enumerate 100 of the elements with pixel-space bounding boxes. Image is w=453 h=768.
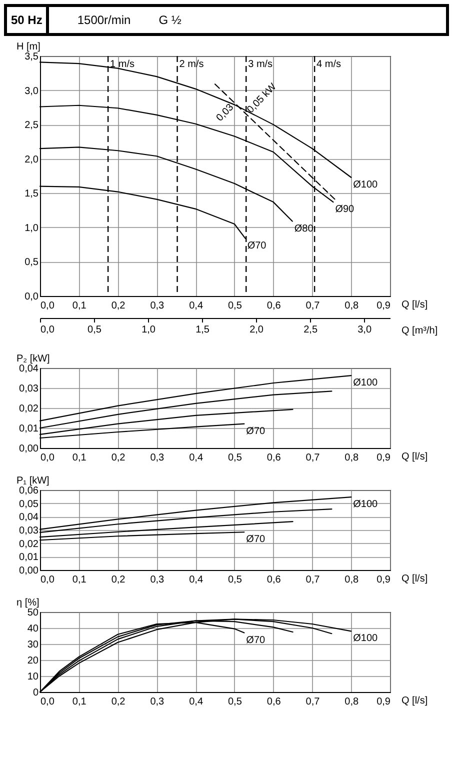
x-tick-label: 0,1 [72,452,87,464]
y-tick-label: 0,01 [19,424,39,434]
y-tick-label: 20 [27,656,39,666]
y-tick-label: 10 [27,672,39,682]
y-axis-title: P₂ [kW] [16,354,50,364]
x-tick-label: 0,0 [40,574,55,586]
x-tick-label: 0,2 [111,696,126,708]
x2-tick-label: 3,0 [358,324,372,336]
x-tick-label: 0,8 [344,696,359,708]
y-tick-label: 2,5 [24,120,39,132]
series-label: Ø70 [247,240,267,252]
series-label: Ø100 [353,499,378,510]
x-tick-label: 0,5 [228,300,242,312]
x-tick-label: 0,4 [189,574,204,586]
chart-title: 50 Hz [7,7,50,33]
y-tick-label: 0,05 [19,498,39,510]
x-tick-label: 0,9 [376,452,391,464]
x-tick-label: 0,4 [189,452,204,464]
x-tick-label: 0,6 [266,574,282,586]
x-tick-label: 0,4 [189,696,204,708]
series-label: Ø100 [353,179,378,190]
text: 1500r/min [76,13,131,27]
x-tick-label: 0,7 [306,300,320,312]
x-tick-label: 0,1 [72,696,87,708]
x-tick-label: 0,3 [150,574,165,586]
x-tick-label: 0,5 [228,574,242,586]
x-tick-label: 0,5 [228,696,242,708]
series-label: Ø90 [335,204,355,216]
x-tick-label: 0,0 [40,300,55,312]
series-label: Ø80 [294,223,314,234]
ref-line-label: 1 m/s [110,59,135,70]
x-tick-label: 0,7 [306,696,320,708]
x-axis-title: Q [l/s] [402,696,428,706]
x2-tick-label: 1,0 [142,324,156,336]
x-tick-label: 0,9 [376,300,391,312]
series-label: Ø100 [353,633,378,644]
series-label: Ø70 [246,534,266,546]
y-tick-label: 0 [32,688,39,698]
y-tick-label: 0,0 [24,292,39,302]
y-tick-label: 40 [27,624,39,634]
y-tick-label: 0,06 [19,486,39,496]
x-tick-label: 0,1 [72,300,87,312]
series-label: Ø70 [246,426,266,437]
x-tick-label: 0,3 [150,452,165,464]
x2-axis-title: Q [m³/h] [402,326,438,336]
x-tick-label: 0,5 [228,452,242,464]
x-tick-label: 0,0 [40,696,55,708]
x-tick-label: 0,7 [306,574,320,586]
x-tick-label: 0,7 [306,452,320,464]
y-tick-label: 0,04 [19,512,39,524]
x-tick-label: 0,8 [344,574,359,586]
x2-tick-label: 2,5 [304,324,318,336]
x-axis-title: Q [l/s] [402,452,428,462]
y-tick-label: 3,0 [24,86,39,97]
x-tick-label: 0,0 [40,452,55,464]
y-tick-label: 0,02 [19,404,39,414]
y-tick-label: 0,00 [19,566,39,576]
x2-tick-label: 0,5 [88,324,102,336]
y-tick-label: 0,00 [19,444,39,454]
y-axis-title: H [m] [16,42,41,52]
x2-tick-label: 1,5 [196,324,210,336]
x-tick-label: 0,2 [111,574,126,586]
x-tick-label: 0,8 [344,300,359,312]
ref-line-label: 2 m/s [179,59,204,70]
y-axis-title: η [%] [16,598,40,608]
x-axis-title: Q [l/s] [402,300,428,310]
x-tick-label: 0,2 [111,452,126,464]
y-tick-label: 2,0 [24,154,39,166]
series-label: Ø100 [353,378,378,389]
x-tick-label: 0,3 [150,300,165,312]
x-tick-label: 0,6 [266,696,282,708]
x2-tick-label: 2,0 [250,324,264,336]
y-axis-title: P₁ [kW] [16,476,50,486]
y-tick-label: 0,04 [19,364,39,374]
x-tick-label: 0,6 [266,300,282,312]
x-tick-label: 0,1 [72,574,87,586]
y-tick-label: 30 [27,640,39,650]
series-label: Ø70 [246,634,266,646]
text: G ½ [158,13,182,27]
ref-line-label: 3 m/s [248,59,273,70]
y-tick-label: 0,01 [19,552,39,564]
y-tick-label: 50 [27,608,39,618]
x-tick-label: 0,9 [376,574,391,586]
x-tick-label: 0,2 [111,300,126,312]
x-tick-label: 0,3 [150,696,165,708]
x-tick-label: 0,8 [344,452,359,464]
x-tick-label: 0,4 [189,300,204,312]
x-tick-label: 0,9 [376,696,391,708]
y-tick-label: 0,02 [19,538,39,550]
ref-line-label: 4 m/s [316,59,342,70]
y-tick-label: 1,5 [24,188,39,200]
x-tick-label: 0,6 [266,452,282,464]
y-tick-label: 3,5 [24,52,39,62]
x-axis-title: Q [l/s] [402,574,428,584]
y-tick-label: 0,5 [24,257,39,268]
x2-tick-label: 0,0 [40,324,55,336]
y-tick-label: 0,03 [19,384,39,394]
y-tick-label: 0,03 [19,526,39,536]
y-tick-label: 1,0 [24,222,39,234]
annotation: 0,03 [214,102,236,124]
